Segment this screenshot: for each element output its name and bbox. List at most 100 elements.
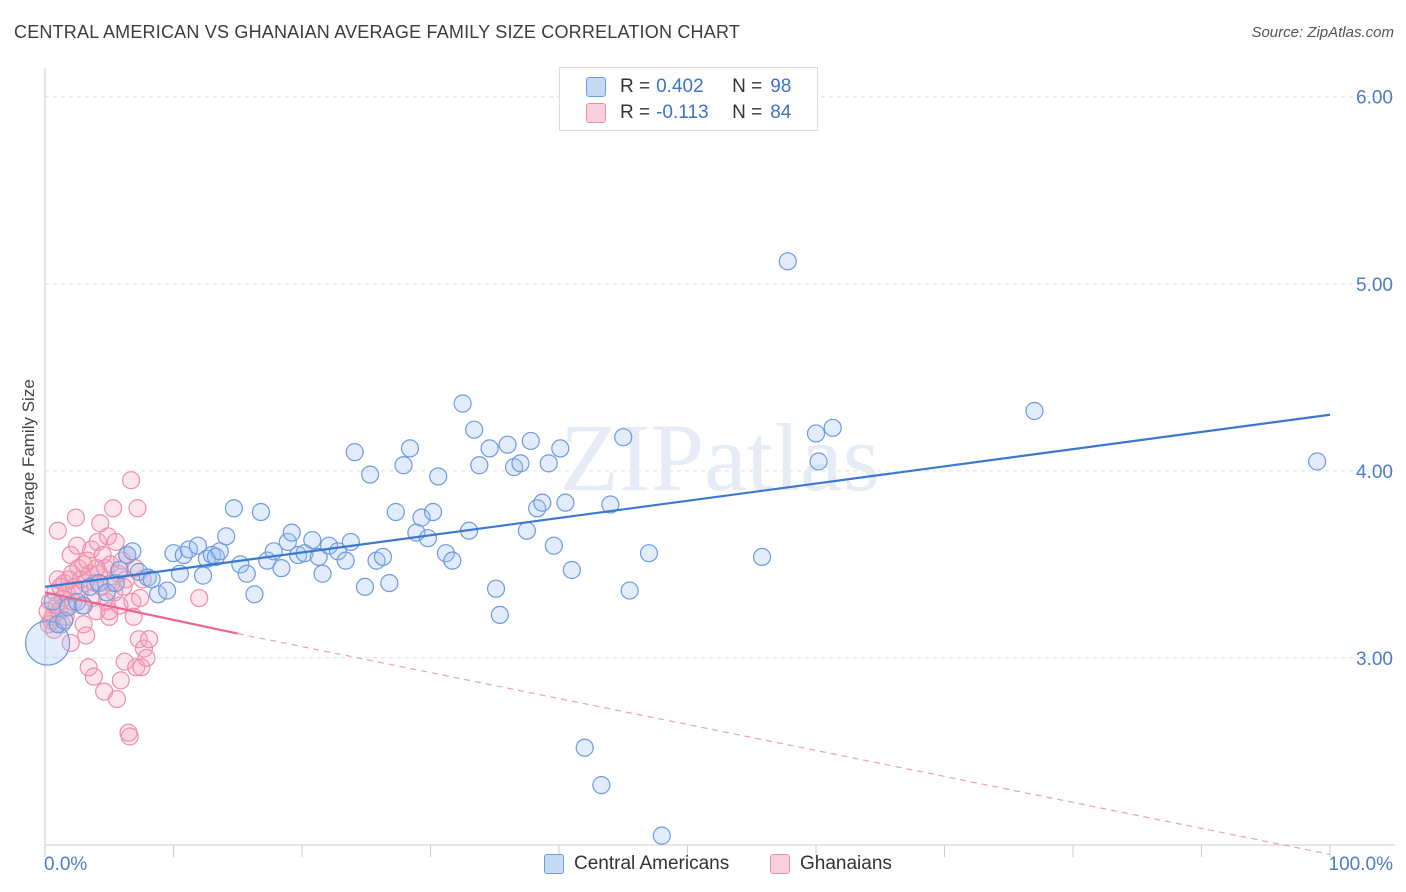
- data-point-central-americans: [544, 536, 563, 555]
- data-point-central-americans: [1308, 452, 1327, 471]
- legend-n-value: 98: [770, 76, 792, 97]
- data-point-central-americans: [245, 585, 264, 604]
- data-point-central-americans: [498, 435, 517, 454]
- data-point-central-americans: [179, 540, 199, 559]
- data-point-ghanaians: [130, 588, 150, 608]
- data-point-central-americans: [80, 577, 100, 596]
- source-label: Source: ZipAtlas.com: [1251, 24, 1394, 41]
- data-point-ghanaians: [79, 658, 98, 677]
- data-point-central-americans: [123, 542, 142, 561]
- data-point-ghanaians: [100, 607, 119, 626]
- data-point-central-americans: [1025, 401, 1044, 421]
- data-point-central-americans: [361, 465, 380, 484]
- data-point-central-americans: [394, 456, 413, 475]
- legend-n-label: N =: [732, 76, 763, 97]
- trendline-ghanaians-projection: [237, 633, 1331, 855]
- data-point-ghanaians: [82, 540, 101, 559]
- data-point-central-americans: [809, 452, 828, 471]
- data-point-central-americans: [423, 502, 443, 522]
- data-point-ghanaians: [128, 499, 147, 518]
- data-point-central-americans: [373, 547, 393, 567]
- data-point-central-americans: [521, 431, 540, 451]
- legend-r-value: 0.402: [656, 76, 704, 97]
- data-point-central-americans: [157, 581, 177, 600]
- data-point-central-americans: [511, 454, 530, 473]
- legend-n-value: 84: [770, 102, 792, 123]
- data-point-central-americans: [620, 581, 639, 600]
- data-point-central-americans: [443, 551, 462, 570]
- legend-r-value: -0.113: [656, 102, 709, 123]
- data-point-central-americans: [355, 577, 375, 596]
- legend-row-ghanaians: R = -0.113 N = 84: [586, 101, 791, 125]
- data-point-central-americans: [652, 826, 671, 845]
- data-point-ghanaians: [129, 630, 148, 649]
- data-point-central-americans: [490, 605, 509, 625]
- trendline-ghanaians: [44, 591, 238, 635]
- data-point-central-americans: [336, 551, 355, 570]
- data-point-ghanaians: [77, 626, 96, 645]
- bottom-legend-ghanaians: Ghanaians: [770, 852, 892, 876]
- data-point-central-americans: [400, 439, 420, 458]
- data-point-ghanaians: [66, 508, 85, 527]
- data-point-ghanaians: [107, 689, 127, 709]
- data-point-central-americans: [237, 564, 256, 583]
- chart-title: CENTRAL AMERICAN VS GHANAIAN AVERAGE FAM…: [14, 22, 741, 42]
- data-point-central-americans: [210, 542, 229, 561]
- y-axis-label: Average Family Size: [19, 379, 38, 535]
- correlation-legend: R = 0.402 N = 98 R = -0.113 N = 84: [559, 67, 818, 131]
- data-point-central-americans: [575, 738, 594, 757]
- data-point-central-americans: [278, 532, 297, 552]
- data-point-central-americans: [562, 560, 581, 580]
- data-point-central-americans: [592, 776, 611, 795]
- data-point-central-americans: [380, 573, 399, 593]
- data-point-central-americans: [272, 559, 291, 578]
- data-point-central-americans: [539, 454, 558, 473]
- y-tick-label: 3.00: [1356, 649, 1393, 670]
- legend-r-label: R =: [620, 76, 651, 97]
- data-point-ghanaians: [127, 658, 146, 677]
- legend-swatch-blue: [586, 77, 606, 97]
- data-point-central-americans: [429, 467, 448, 486]
- x-tick-label: 100.0%: [1329, 854, 1394, 875]
- data-point-ghanaians: [121, 471, 141, 490]
- data-point-ghanaians: [190, 588, 209, 608]
- data-point-central-americans: [193, 566, 213, 585]
- bottom-legend-label: Ghanaians: [800, 853, 892, 874]
- data-point-ghanaians: [74, 615, 93, 634]
- data-point-central-americans: [110, 560, 129, 580]
- data-point-central-americans: [486, 579, 506, 598]
- data-point-central-americans: [345, 443, 364, 462]
- data-point-central-americans: [752, 547, 772, 567]
- data-point-central-americans: [480, 439, 499, 458]
- bottom-legend-swatch-pink: [770, 854, 790, 874]
- data-point-central-americans: [465, 420, 484, 439]
- data-point-central-americans: [142, 570, 161, 589]
- data-point-ghanaians: [111, 671, 130, 690]
- data-point-central-americans: [551, 439, 570, 458]
- data-point-ghanaians: [137, 648, 156, 668]
- data-point-ghanaians: [139, 630, 159, 649]
- data-point-central-americans: [601, 495, 620, 514]
- data-point-central-americans: [309, 547, 328, 567]
- x-tick-label: 0.0%: [44, 854, 87, 875]
- data-point-ghanaians: [48, 521, 67, 540]
- legend-r-label: R =: [620, 102, 651, 123]
- trendline-central-americans: [44, 413, 1331, 588]
- legend-swatch-pink: [586, 103, 606, 123]
- data-point-central-americans: [251, 502, 270, 522]
- data-point-ghanaians: [61, 633, 80, 653]
- data-point-central-americans: [412, 508, 431, 527]
- data-point-central-americans: [517, 521, 536, 540]
- data-point-central-americans: [453, 394, 472, 413]
- data-point-ghanaians: [104, 499, 123, 518]
- data-point-ghanaians: [87, 559, 106, 578]
- data-point-central-americans: [224, 499, 243, 518]
- data-point-central-americans: [556, 493, 575, 512]
- bottom-legend-central-americans: Central Americans: [544, 852, 729, 876]
- data-point-central-americans: [528, 499, 547, 518]
- bottom-legend-swatch-blue: [544, 854, 564, 874]
- data-point-central-americans: [823, 418, 842, 437]
- bottom-legend-label: Central Americans: [574, 853, 730, 874]
- data-point-central-americans: [639, 544, 659, 563]
